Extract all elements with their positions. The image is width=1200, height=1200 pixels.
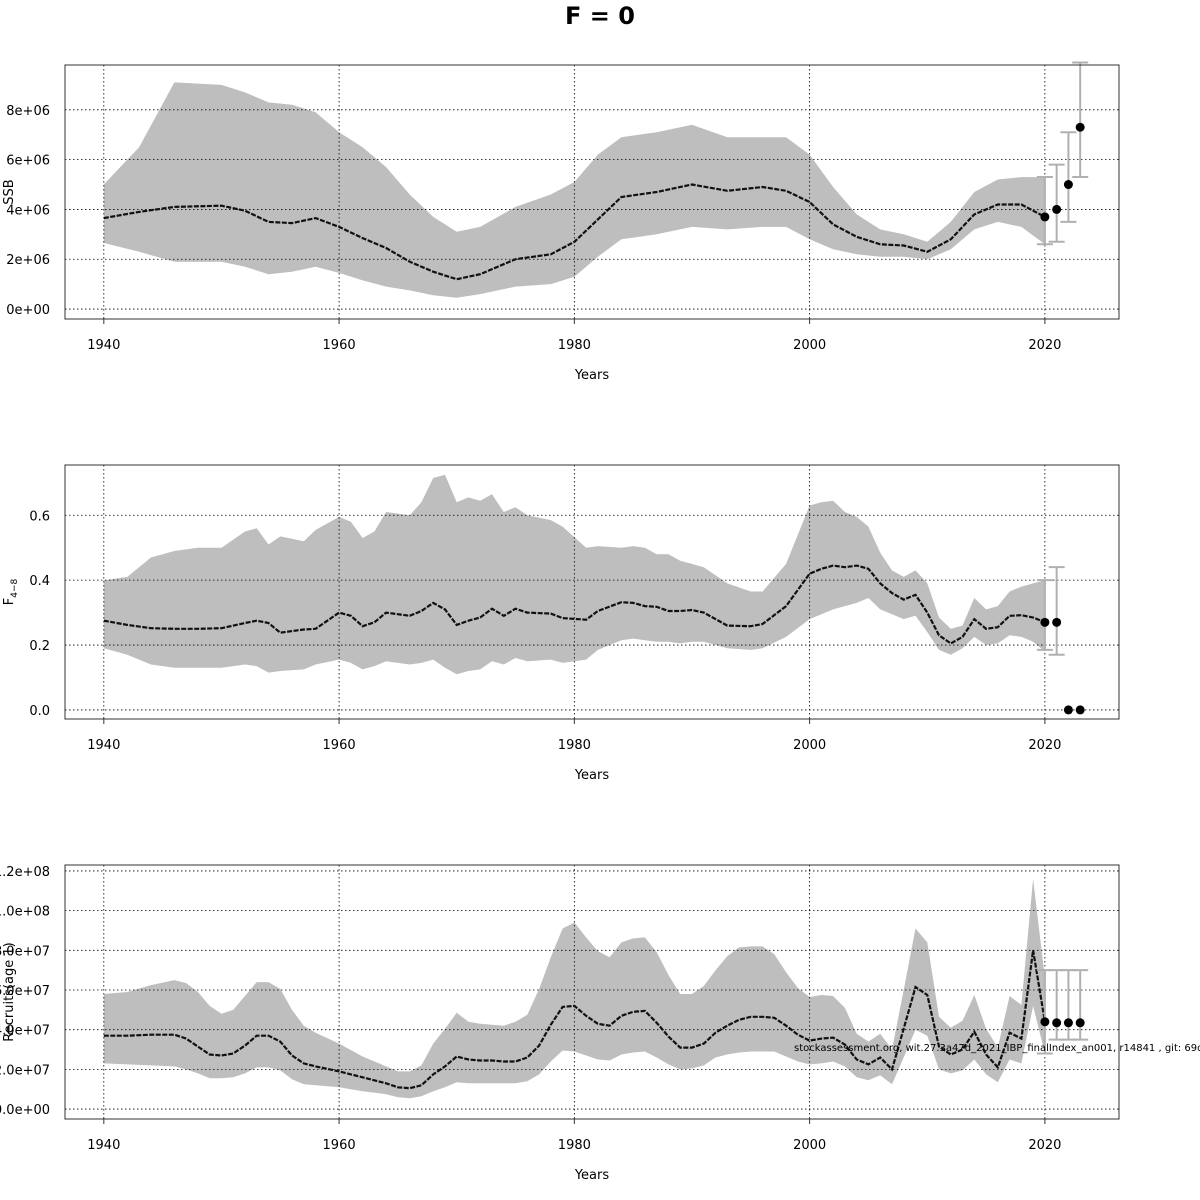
figure-title: F = 0	[565, 2, 635, 30]
recruits-y-tick-label-2: 4.0e+07	[0, 1024, 50, 1039]
ssb-y-axis-label: SSB	[2, 179, 17, 204]
ssb-y-tick-label-1: 2e+06	[6, 253, 50, 268]
recruits-y-axis-label: Recruits(age 1)	[2, 942, 17, 1041]
recruits-y-tick-label-4: 8.0e+07	[0, 944, 50, 959]
recruits-x-tick-label-4: 2020	[1028, 1138, 1061, 1153]
fbar-x-tick-label-3: 2000	[793, 738, 826, 753]
recruits-panel: 1940 1960 1980 2000 2020 0.0e+00 2.0e+07 4.0e+0…	[0, 864, 1120, 1183]
ssb-y-tick-label-3: 6e+06	[6, 154, 50, 169]
recruits-y-tick-label-1: 2.0e+07	[0, 1063, 50, 1078]
recruits-plot-frame	[64, 864, 1120, 1120]
ssb-x-tick-label-1: 1960	[323, 338, 356, 353]
ssb-x-tick-label-4: 2020	[1028, 338, 1061, 353]
ssb-point-1	[1052, 204, 1062, 214]
recruits-y-tick-label-5: 1.0e+08	[0, 905, 50, 920]
ssb-plot-frame	[64, 64, 1120, 320]
ssb-x-tick-label-2: 1980	[558, 338, 591, 353]
recruits-point-0	[1040, 1017, 1050, 1027]
ssb-y-tick-label-2: 4e+06	[6, 203, 50, 218]
recruits-point-3	[1075, 1018, 1085, 1028]
fbar-x-tick-label-0: 1940	[87, 738, 120, 753]
recruits-confidence-band	[103, 878, 1045, 1099]
fbar-panel: 1940 1960 1980 2000 2020 0.0 0.2 0.4 0.6 Years F4−…	[2, 464, 1120, 783]
recruits-x-tick-label-2: 1980	[558, 1138, 591, 1153]
footnote: stockassessment.org, wit.27.3a47d_2021_I…	[794, 1043, 1200, 1054]
fbar-y-tick-label-1: 0.2	[29, 639, 50, 654]
ssb-estimate-line	[103, 183, 1046, 281]
ssb-x-tick-label-0: 1940	[87, 338, 120, 353]
recruits-x-tick-label-1: 1960	[323, 1138, 356, 1153]
recruits-estimate-line	[103, 950, 1046, 1090]
fbar-x-tick-label-2: 1980	[558, 738, 591, 753]
fbar-y-tick-label-2: 0.4	[29, 574, 50, 589]
recruits-y-tick-label-0: 0.0e+00	[0, 1103, 50, 1118]
recruits-x-tick-label-0: 1940	[87, 1138, 120, 1153]
fbar-y-axis-label: F4−8	[2, 578, 20, 605]
fbar-point-0	[1040, 617, 1050, 627]
fbar-point-2	[1063, 705, 1073, 715]
fbar-y-axis-label-subscript: 4−8	[10, 578, 20, 597]
ssb-y-tick-label-0: 0e+00	[6, 303, 50, 318]
ssb-panel: 1940 1960 1980 2000 2020 0e+00 2e+06 4e+06 6e+06…	[2, 61, 1120, 383]
fbar-plot-frame	[64, 464, 1120, 720]
recruits-point-2	[1063, 1018, 1073, 1028]
recruits-x-axis-label: Years	[574, 1168, 610, 1183]
recruits-y-tick-label-3: 6.0e+07	[0, 984, 50, 999]
ssb-y-tick-label-4: 8e+06	[6, 104, 50, 119]
fbar-estimate-line	[103, 564, 1046, 645]
ssb-point-0	[1040, 212, 1050, 222]
fbar-point-3	[1075, 705, 1085, 715]
fbar-y-tick-label-3: 0.6	[29, 509, 50, 524]
recruits-x-tick-label-3: 2000	[793, 1138, 826, 1153]
fbar-y-tick-label-0: 0.0	[29, 704, 50, 719]
ssb-x-tick-label-3: 2000	[793, 338, 826, 353]
fbar-point-1	[1052, 617, 1062, 627]
fbar-x-tick-label-1: 1960	[323, 738, 356, 753]
ssb-x-axis-label: Years	[574, 368, 610, 383]
fbar-x-tick-label-4: 2020	[1028, 738, 1061, 753]
recruits-point-1	[1052, 1018, 1062, 1028]
ssb-point-2	[1063, 180, 1073, 190]
fbar-x-axis-label: Years	[574, 768, 610, 783]
recruits-y-tick-label-6: 1.2e+08	[0, 865, 50, 880]
ssb-point-3	[1075, 122, 1085, 132]
